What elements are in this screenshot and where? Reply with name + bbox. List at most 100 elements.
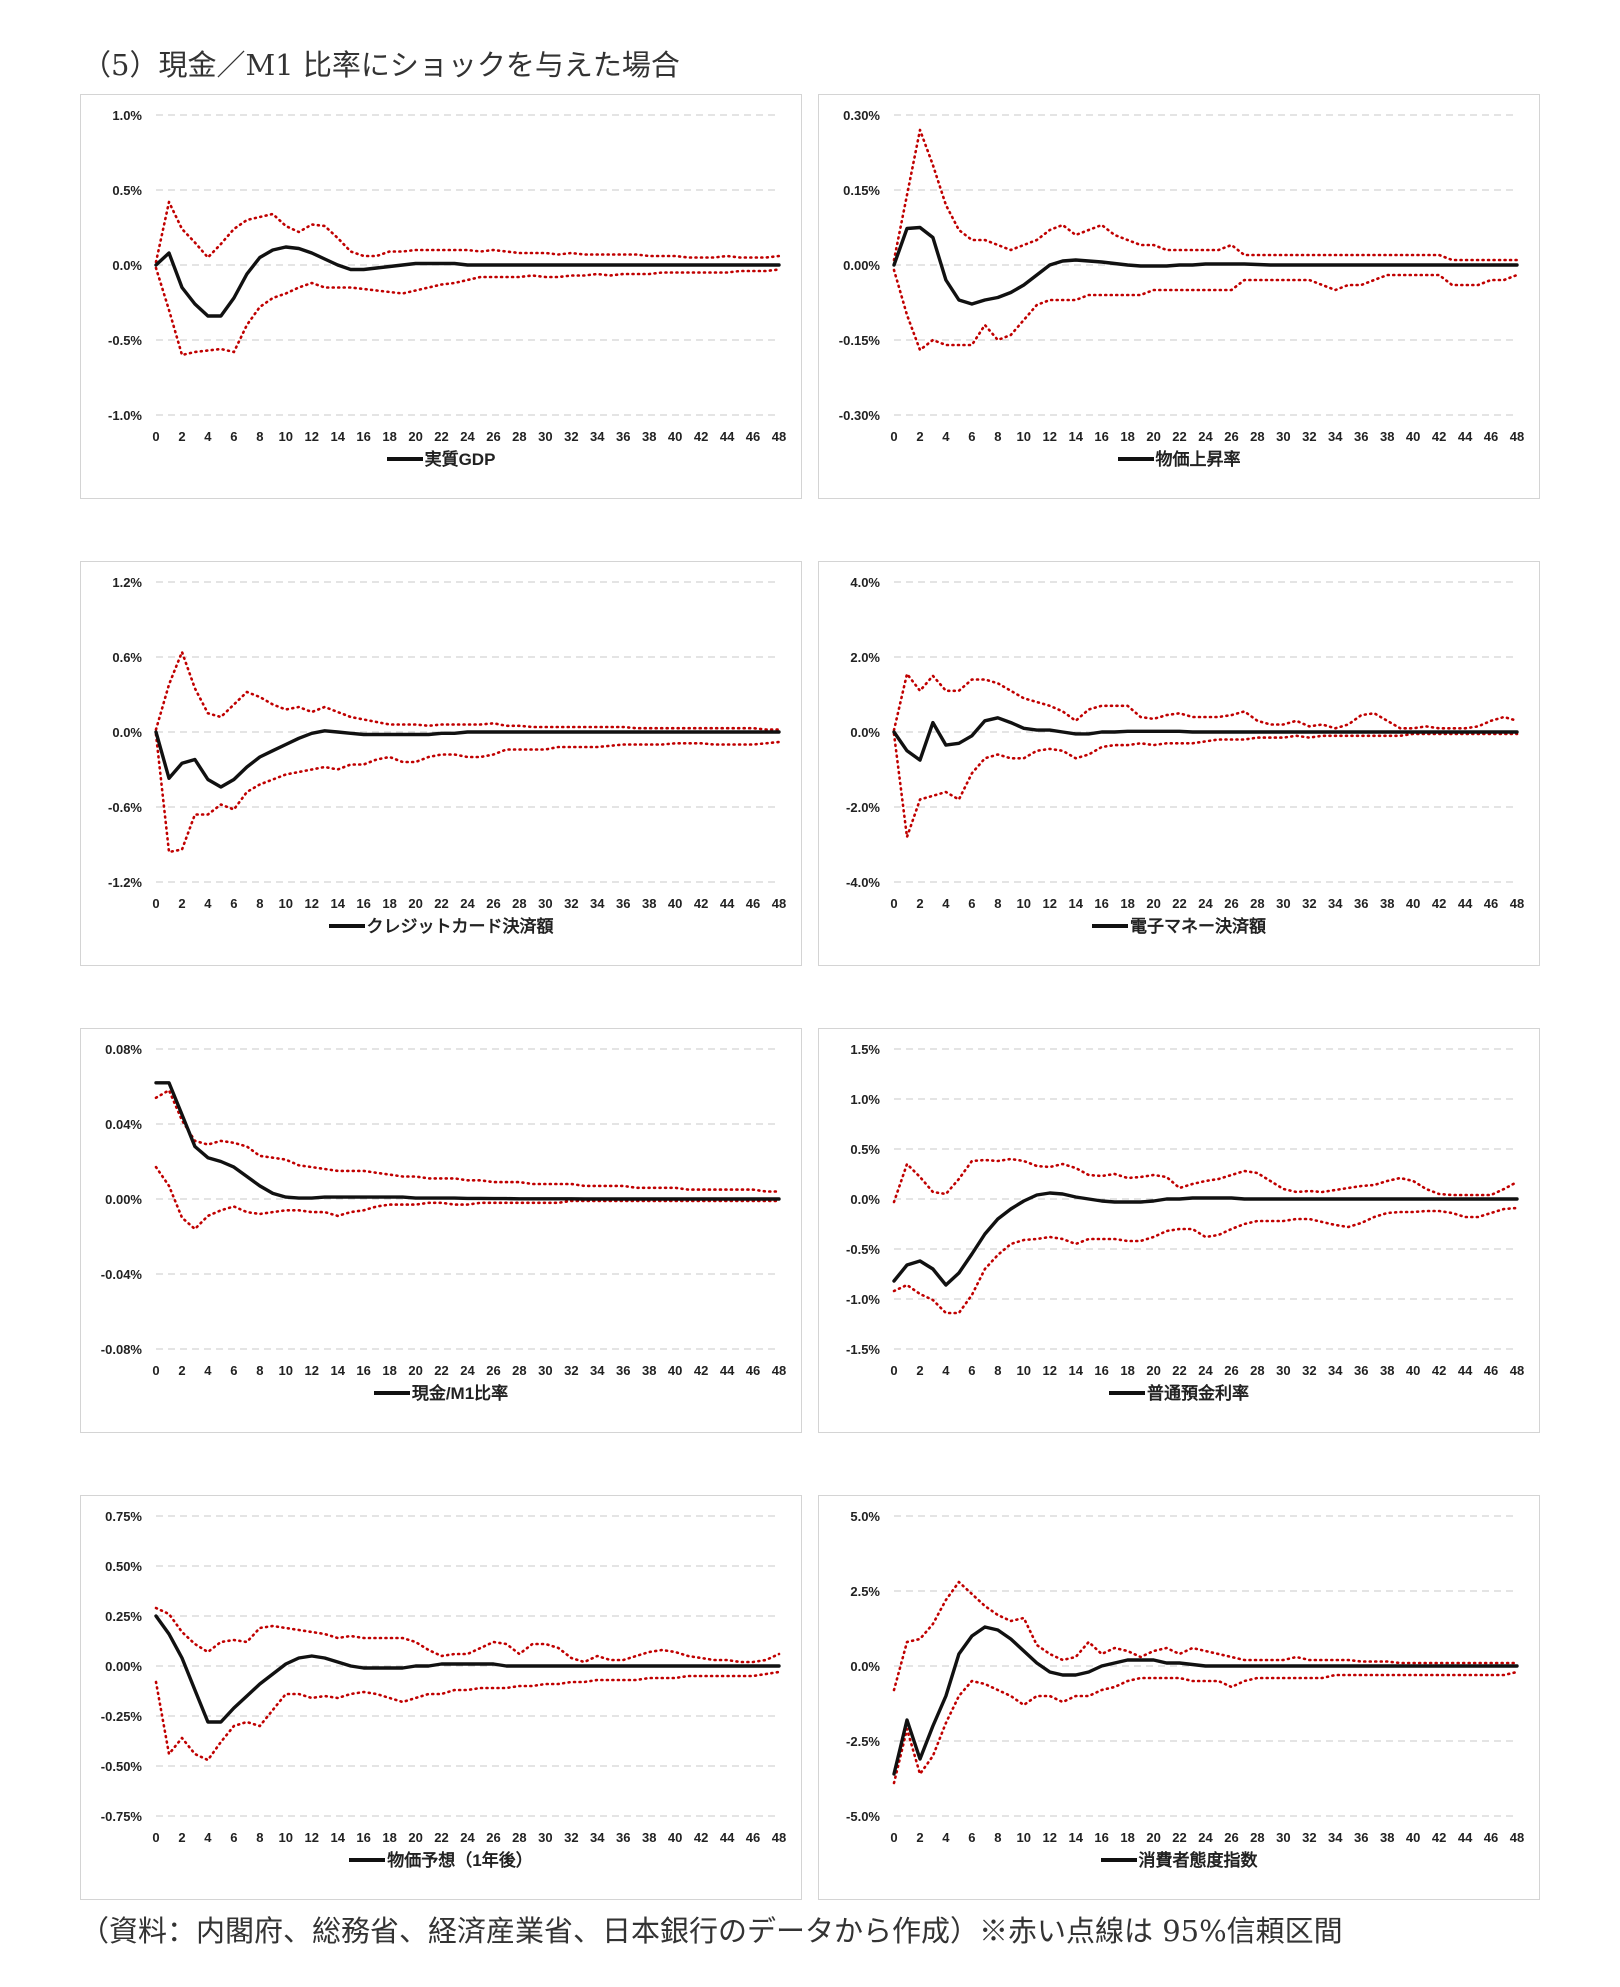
y-tick-label: -0.04% [101, 1267, 143, 1282]
x-tick-label: 40 [1406, 429, 1420, 444]
x-tick-label: 16 [1094, 429, 1108, 444]
x-tick-label: 4 [204, 1363, 212, 1378]
x-tick-label: 22 [434, 429, 448, 444]
response-line [154, 1081, 781, 1201]
x-tick-label: 8 [256, 1830, 263, 1845]
x-tick-label: 48 [772, 896, 786, 911]
x-tick-label: 28 [512, 429, 526, 444]
x-tick-label: 46 [746, 896, 760, 911]
chart-svg: 5.0%2.5%0.0%-2.5%-5.0%0 2 4 6 8 10 12 14 16 18 20 2… [846, 1509, 1524, 1845]
x-tick-label: 38 [642, 429, 656, 444]
x-tick-label: 14 [1068, 1830, 1083, 1845]
x-tick-label: 32 [1302, 896, 1316, 911]
x-tick-label: 22 [1172, 896, 1186, 911]
x-tick-label: 32 [564, 1363, 578, 1378]
x-tick-label: 36 [1354, 896, 1368, 911]
chart-svg: 1.0%0.5%0.0%-0.5%-1.0%0 2 4 6 8 10 12 14 16 18 20 2… [108, 108, 786, 444]
x-tick-label: 2 [178, 429, 185, 444]
upper-band-line [892, 128, 1519, 262]
x-tick-label: 42 [1432, 1830, 1446, 1845]
y-tick-label: 0.0% [850, 725, 880, 740]
x-tick-label: 12 [1043, 1830, 1057, 1845]
y-tick-label: -0.5% [108, 333, 142, 348]
x-tick-label: 32 [1302, 429, 1316, 444]
response-line [154, 729, 781, 789]
x-tick-label: 12 [305, 896, 319, 911]
x-tick-label: 44 [720, 1363, 735, 1378]
x-tick-label: 38 [1380, 1363, 1394, 1378]
x-tick-label: 8 [994, 1363, 1001, 1378]
x-tick-label: 24 [460, 1363, 475, 1378]
x-tick-label: 34 [1328, 429, 1343, 444]
x-tick-label: 42 [1432, 896, 1446, 911]
x-tick-label: 4 [204, 1830, 212, 1845]
x-tick-label: 4 [942, 1363, 950, 1378]
x-tick-label: 6 [968, 1830, 975, 1845]
response-line [154, 1614, 781, 1724]
upper-band-line [154, 1088, 781, 1193]
upper-band-line [892, 1580, 1519, 1692]
x-tick-label: 14 [330, 1830, 345, 1845]
legend: クレジットカード決済額 [81, 912, 801, 937]
x-tick-label: 14 [330, 429, 345, 444]
x-tick-label: 38 [1380, 1830, 1394, 1845]
x-tick-label: 24 [1198, 1830, 1213, 1845]
x-tick-label: 0 [890, 1830, 897, 1845]
x-tick-label: 32 [564, 896, 578, 911]
x-tick-label: 30 [1276, 896, 1290, 911]
chart-panel: 4.0% 2.0% 0.0% -2.0% -4.0% 0 2 4 6 8 10 12 14 16 18 20 2… [818, 561, 1540, 966]
y-tick-label: 0.08% [105, 1042, 142, 1057]
legend-swatch [386, 456, 423, 461]
y-tick-label: 0.0% [850, 1192, 880, 1207]
x-tick-label: 0 [890, 1363, 897, 1378]
y-tick-label: 2.5% [850, 1584, 880, 1599]
chart-panel: 1.2% 0.6% 0.0% -0.6% -1.2% 0 2 4 6 8 10 12 14 16 18 20 2… [80, 561, 802, 966]
x-tick-label: 2 [178, 1363, 185, 1378]
x-tick-label: 0 [152, 896, 159, 911]
x-tick-label: 24 [1198, 1363, 1213, 1378]
x-tick-label: 0 [152, 1363, 159, 1378]
response-line [892, 225, 1519, 306]
legend: 物価上昇率 [819, 445, 1539, 470]
legend: 現金/M1比率 [81, 1379, 801, 1404]
y-tick-label: 1.5% [850, 1042, 880, 1057]
x-tick-label: 2 [178, 896, 185, 911]
x-tick-label: 42 [1432, 1363, 1446, 1378]
x-tick-label: 34 [590, 1363, 605, 1378]
chart-svg: 0.75% 0.50% 0.25% 0.00% -0.25% -0.50% -0.75% 0 2… [101, 1509, 786, 1845]
x-tick-label: 26 [486, 1830, 500, 1845]
x-tick-label: 6 [230, 1830, 237, 1845]
y-tick-label: 2.0% [850, 650, 880, 665]
y-tick-label: 4.0% [850, 575, 880, 590]
x-tick-label: 10 [1017, 1830, 1031, 1845]
x-tick-label: 38 [642, 1363, 656, 1378]
y-tick-label: 0.0% [850, 1659, 880, 1674]
x-tick-label: 34 [590, 896, 605, 911]
x-tick-label: 48 [1510, 1830, 1524, 1845]
x-tick-label: 18 [1120, 429, 1134, 444]
x-tick-label: 10 [279, 1363, 293, 1378]
x-tick-label: 48 [1510, 1363, 1524, 1378]
y-tick-label: 0.6% [112, 650, 142, 665]
x-tick-label: 28 [1250, 1363, 1264, 1378]
x-tick-label: 46 [1484, 429, 1498, 444]
x-tick-label: 36 [1354, 1363, 1368, 1378]
y-tick-label: 0.15% [843, 183, 880, 198]
x-tick-label: 42 [694, 1830, 708, 1845]
x-tick-label: 26 [1224, 1363, 1238, 1378]
lower-band-line [154, 733, 781, 854]
lower-band-line [892, 732, 1519, 839]
y-tick-label: 0.5% [850, 1142, 880, 1157]
x-tick-label: 0 [152, 1830, 159, 1845]
x-tick-label: 2 [916, 1830, 923, 1845]
x-tick-label: 36 [616, 429, 630, 444]
legend-label: 電子マネー決済額 [1130, 917, 1266, 936]
legend-label: 消費者態度指数 [1138, 1851, 1258, 1870]
lower-band-line [154, 266, 781, 357]
x-tick-label: 40 [1406, 896, 1420, 911]
legend: 実質GDP [81, 445, 801, 470]
x-tick-label: 12 [1043, 896, 1057, 911]
chart-svg: 1.5%1.0%0.5%0.0%-0.5%-1.0%-1.5%0 2 4 6 8 10 12… [846, 1042, 1524, 1378]
x-tick-label: 44 [1458, 1363, 1473, 1378]
x-tick-label: 28 [512, 1830, 526, 1845]
